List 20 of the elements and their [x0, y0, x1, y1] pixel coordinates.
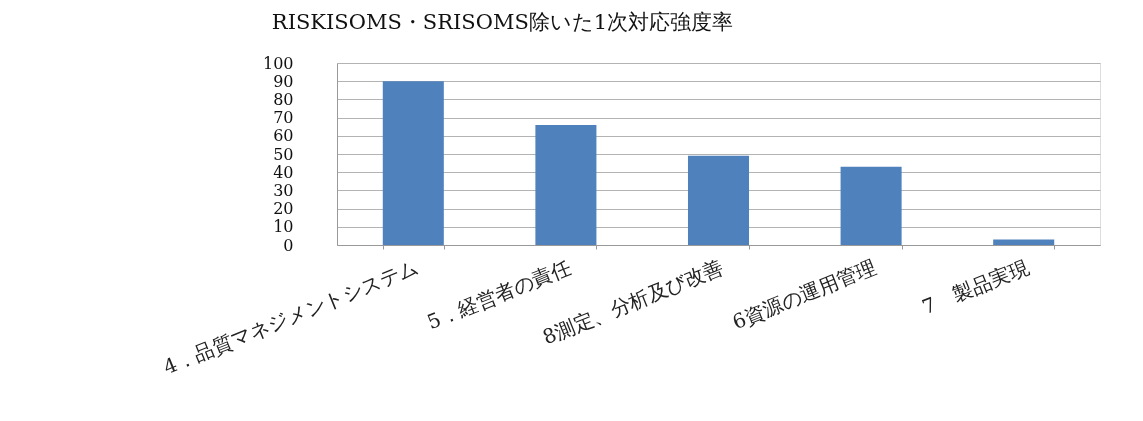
bar [687, 155, 750, 245]
y-tick-label: 80 [273, 89, 294, 109]
y-tick-label: 10 [273, 217, 294, 237]
y-tick-label: 70 [273, 108, 294, 128]
chart-title: RISKISOMS・SRISOMS除いた1次対応強度率 [271, 10, 734, 34]
y-tick-label: 0 [283, 235, 294, 255]
y-tick-label: 20 [273, 199, 294, 219]
x-tick-label: 6資源の運用管理 [728, 254, 880, 335]
y-tick-label: 30 [273, 180, 294, 200]
bar [382, 81, 444, 245]
y-tick-label: 100 [262, 53, 294, 73]
bar [535, 124, 597, 245]
bar [840, 166, 902, 245]
x-tick-label: 7 製品実現 [918, 254, 1033, 320]
y-tick-label: 90 [273, 71, 294, 91]
bar [993, 239, 1055, 245]
x-tick-label: 4．品質マネジメントシステム [159, 254, 422, 380]
y-tick-label: 40 [273, 162, 294, 182]
y-tick-label: 50 [273, 144, 294, 164]
y-tick-label: 60 [273, 126, 294, 146]
